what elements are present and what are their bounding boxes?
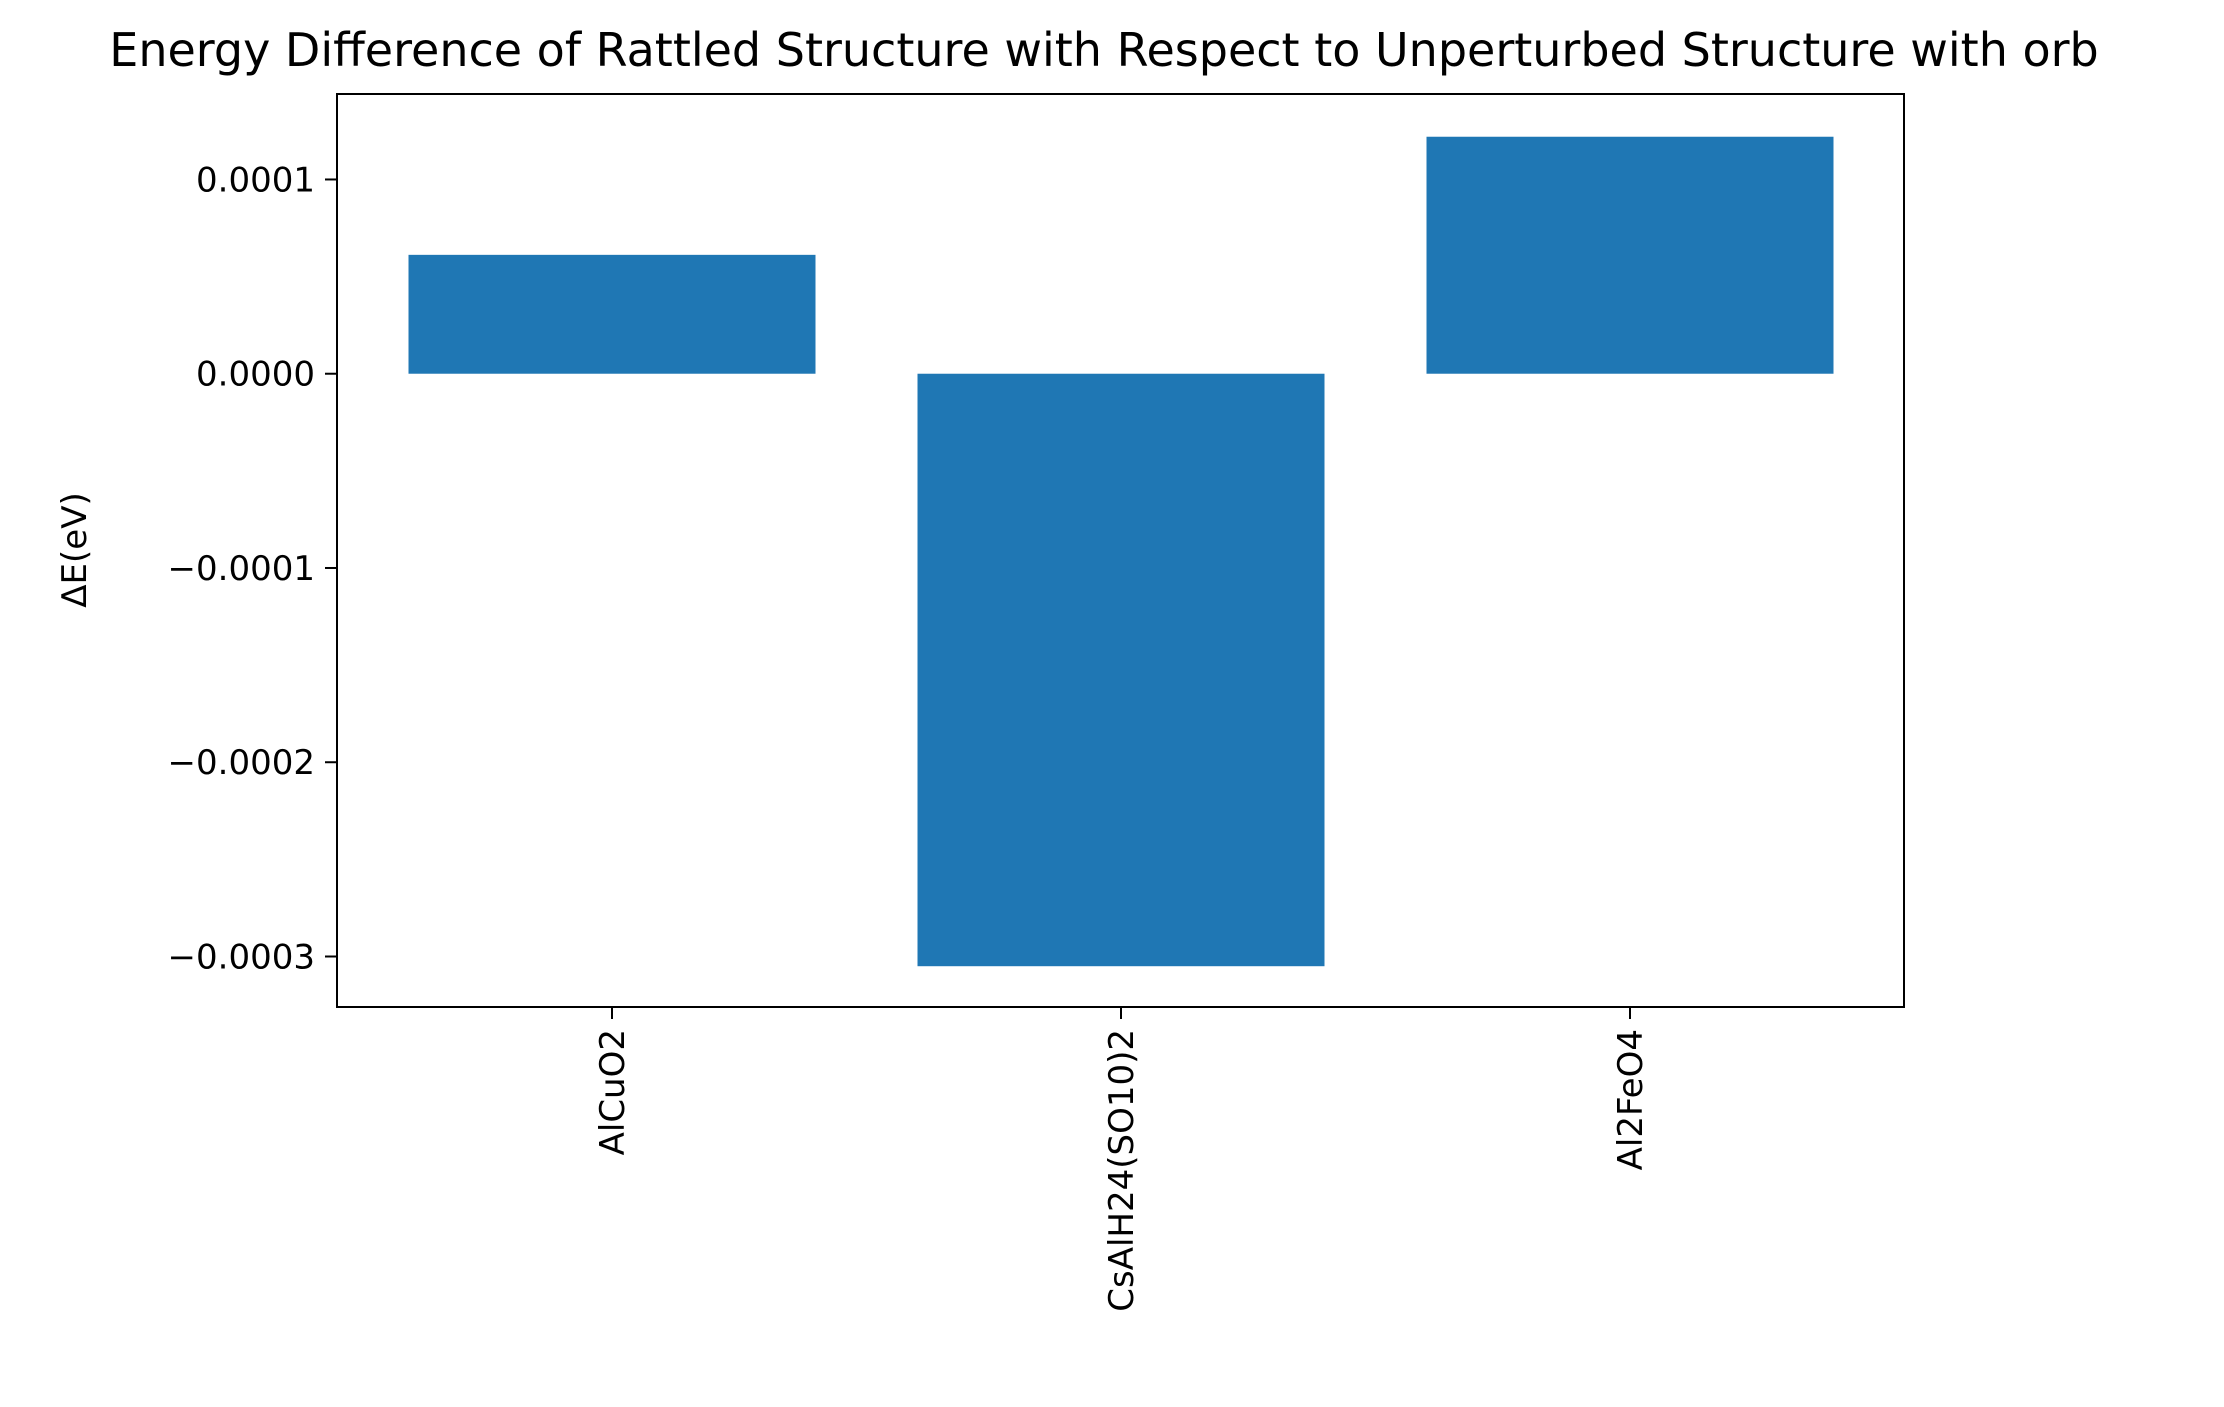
- plot-frame: [336, 93, 1905, 1008]
- y-tick-label: 0.0000: [196, 355, 315, 395]
- x-tick-label: CsAlH24(SO10)2: [1102, 1029, 1142, 1312]
- x-tick-label: Al2FeO4: [1611, 1029, 1651, 1170]
- chart-title: Energy Difference of Rattled Structure w…: [109, 23, 2098, 77]
- y-tick-label: 0.0001: [196, 160, 315, 200]
- x-axis-ticks: AlCuO2 CsAlH24(SO10)2 Al2FeO4: [593, 1007, 1651, 1312]
- y-axis-ticks: 0.0001 0.0000 −0.0001 −0.0002 −0.0003: [168, 160, 337, 977]
- bar-alcuo2: [408, 254, 816, 374]
- bar-csalh24-so10-2: [917, 373, 1325, 967]
- y-tick-label: −0.0003: [168, 937, 315, 977]
- y-tick-label: −0.0002: [168, 743, 315, 783]
- y-tick-label: −0.0001: [168, 549, 315, 589]
- y-axis-label: ΔE(eV): [55, 492, 95, 607]
- bars-group: [408, 136, 1834, 967]
- x-tick-label: AlCuO2: [593, 1029, 633, 1155]
- bar-al2feo4: [1426, 136, 1834, 374]
